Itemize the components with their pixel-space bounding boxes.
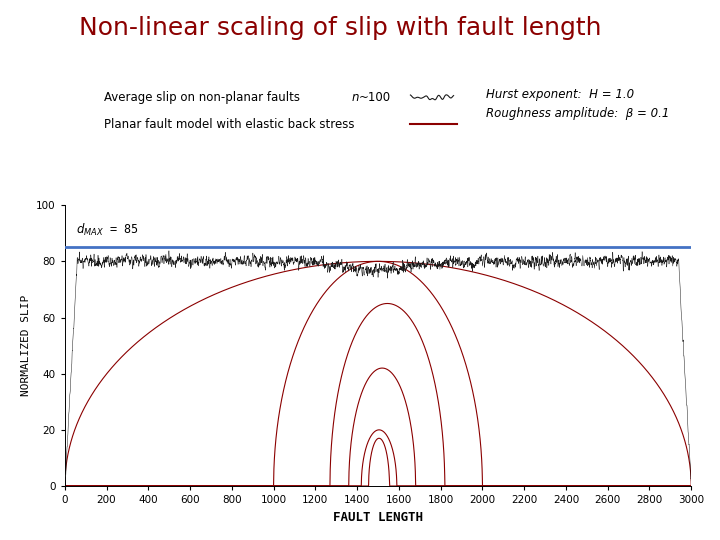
Text: n: n (351, 91, 359, 104)
Text: Non-linear scaling of slip with fault length: Non-linear scaling of slip with fault le… (79, 16, 602, 40)
Text: Hurst exponent:  H = 1.0: Hurst exponent: H = 1.0 (486, 88, 634, 101)
Text: Average slip on non-planar faults: Average slip on non-planar faults (104, 91, 304, 104)
Text: Roughness amplitude:  β = 0.1: Roughness amplitude: β = 0.1 (486, 107, 670, 120)
Text: Planar fault model with elastic back stress: Planar fault model with elastic back str… (104, 118, 355, 131)
Y-axis label: NORMALIZED SLIP: NORMALIZED SLIP (21, 295, 30, 396)
X-axis label: FAULT LENGTH: FAULT LENGTH (333, 511, 423, 524)
Text: $d_{MAX}$ = 85: $d_{MAX}$ = 85 (76, 222, 139, 238)
Text: ~100: ~100 (359, 91, 391, 104)
